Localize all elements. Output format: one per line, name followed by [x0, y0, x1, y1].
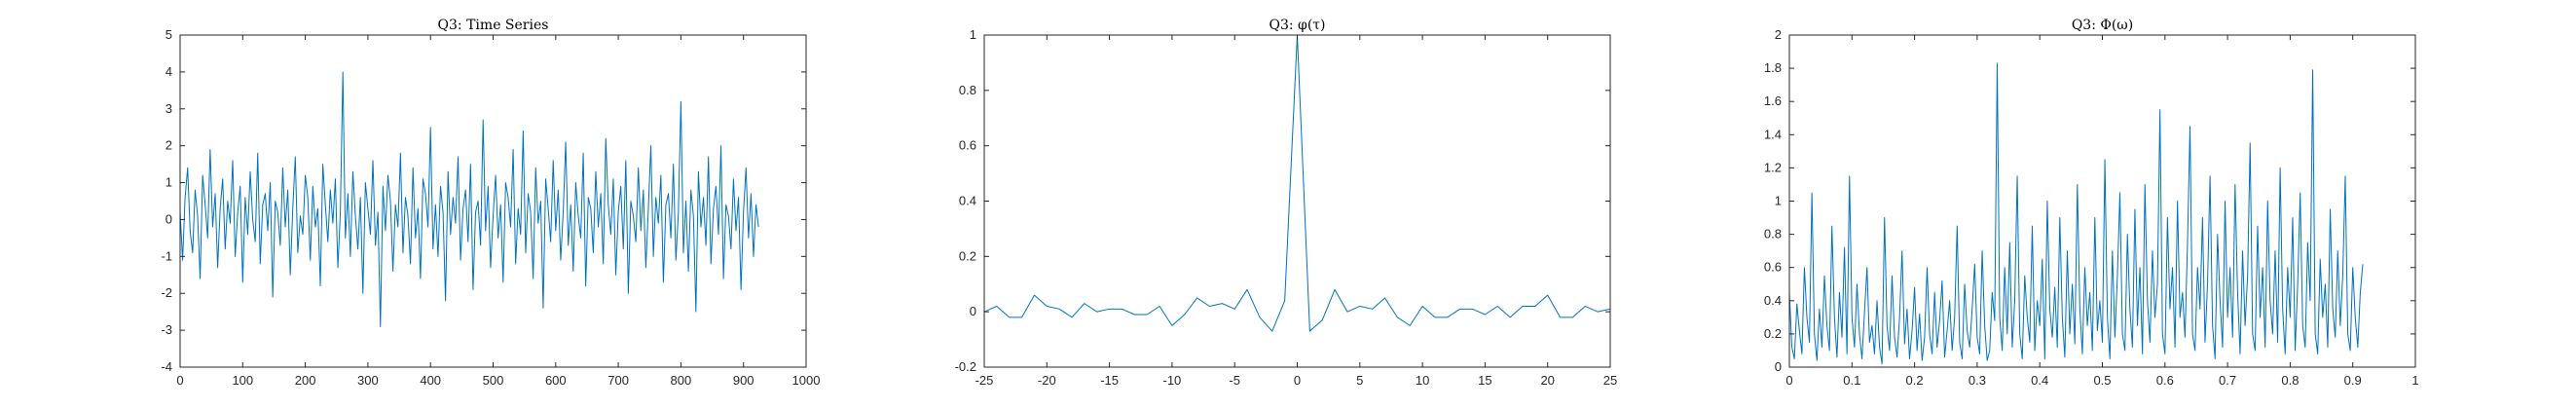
y-tick-label: -4	[161, 359, 172, 374]
x-tick-label: 0.3	[1969, 373, 1986, 388]
x-tick-label: 0.7	[2219, 373, 2236, 388]
x-tick-label: 500	[483, 373, 504, 388]
x-tick-label: 800	[671, 373, 692, 388]
x-tick-label: 15	[1478, 373, 1491, 388]
y-tick-label: 0.8	[1764, 227, 1782, 242]
x-tick-label: 25	[1603, 373, 1617, 388]
x-tick-label: 0.4	[2031, 373, 2048, 388]
axes-box	[983, 34, 1611, 368]
x-tick-label: 200	[295, 373, 316, 388]
x-tick-label: 100	[232, 373, 253, 388]
y-tick-label: 1	[166, 175, 172, 190]
chart-title: Q3: Φ(ω)	[2072, 18, 2133, 33]
x-tick-label: 300	[357, 373, 379, 388]
y-tick-label: 2	[1775, 27, 1782, 42]
y-tick-label: 0.4	[1764, 293, 1782, 308]
y-tick-label: 0.2	[1764, 326, 1782, 341]
x-tick-label: 0.2	[1906, 373, 1924, 388]
x-tick-label: 700	[607, 373, 629, 388]
x-tick-label: 20	[1540, 373, 1554, 388]
x-tick-label: 1	[2411, 373, 2418, 388]
y-tick-label: 1	[1775, 194, 1782, 208]
x-tick-label: 400	[420, 373, 441, 388]
x-tick-label: 0	[1785, 373, 1792, 388]
x-tick-label: -20	[1038, 373, 1056, 388]
series-line	[1788, 62, 2364, 365]
y-tick-label: 1.2	[1764, 160, 1782, 174]
x-tick-label: 5	[1356, 373, 1363, 388]
axes-time-series: Q3: Time Series 0 100 200 300 400 500 600 700 80…	[161, 18, 820, 388]
x-tick-label: 0.1	[1843, 373, 1860, 388]
x-tick-label: 10	[1416, 373, 1429, 388]
y-tick-label: 4	[166, 64, 172, 79]
axes-power-spectrum: Q3: Φ(ω) 0 0.1 0.2 0.3 0.4 0.5 0.6 0.7 0.8 0.9 1 0 0…	[1764, 18, 2419, 388]
x-tick-label: 600	[545, 373, 567, 388]
y-tick-label: 0	[1775, 359, 1782, 374]
axes-box	[179, 34, 807, 368]
chart-title: Q3: Time Series	[438, 18, 549, 33]
y-tick-label: 5	[166, 27, 172, 42]
y-tick-label: 1	[970, 27, 976, 42]
y-tick-label: 0.6	[1764, 260, 1782, 275]
y-tick-label: 0	[166, 211, 172, 226]
x-tick-label: -5	[1229, 373, 1240, 388]
y-tick-label: 3	[166, 101, 172, 116]
x-tick-label: 0.5	[2093, 373, 2111, 388]
y-tick-label: 1.8	[1764, 60, 1782, 75]
x-tick-label: 0.6	[2156, 373, 2174, 388]
chart-title: Q3: φ(τ)	[1269, 18, 1325, 33]
x-tick-label: 0.8	[2281, 373, 2299, 388]
axes-autocorrelation: Q3: φ(τ) -25 -20 -15 -10 -5 0 5 10 15 20 25 -0.2 0 0.…	[955, 18, 1618, 388]
y-tick-label: -0.2	[955, 359, 976, 374]
series-line	[983, 34, 1611, 332]
y-tick-label: -2	[161, 285, 172, 300]
y-tick-label: -1	[161, 248, 172, 263]
y-tick-label: 1.4	[1764, 127, 1782, 141]
y-tick-label: 0.4	[959, 194, 976, 208]
y-tick-label: 2	[166, 138, 172, 153]
x-tick-label: -25	[975, 373, 994, 388]
x-tick-label: -10	[1163, 373, 1182, 388]
x-tick-label: 1000	[792, 373, 821, 388]
y-tick-label: 0.8	[959, 83, 976, 97]
x-tick-label: 900	[733, 373, 754, 388]
x-tick-label: -15	[1100, 373, 1119, 388]
y-tick-label: 1.6	[1764, 93, 1782, 108]
x-tick-label: 0	[176, 373, 183, 388]
y-tick-label: 0.2	[959, 248, 976, 263]
y-tick-label: 0	[970, 304, 976, 318]
y-tick-label: 0.6	[959, 138, 976, 153]
y-tick-label: -3	[161, 322, 172, 337]
series-line	[179, 71, 759, 327]
x-tick-label: 0	[1294, 373, 1301, 388]
x-tick-label: 0.9	[2344, 373, 2362, 388]
